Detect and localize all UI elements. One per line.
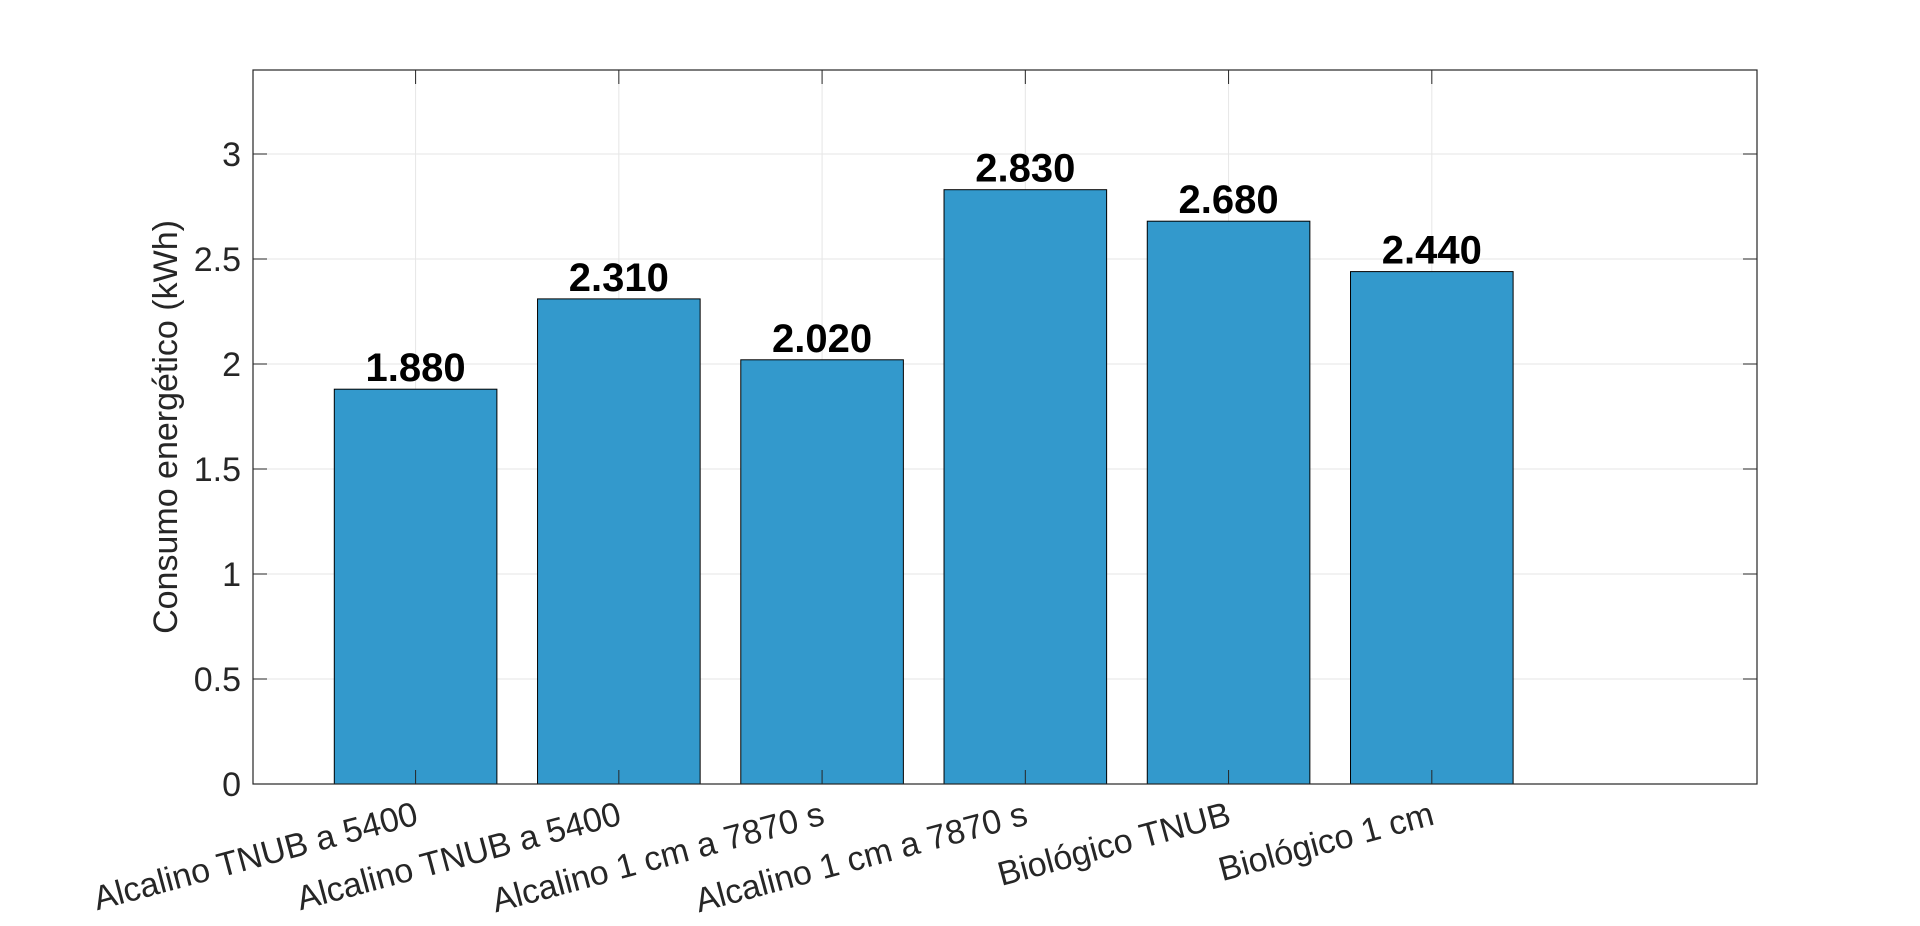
x-tick-label: Biológico TNUB (994, 795, 1235, 894)
y-tick-label: 1.5 (194, 451, 241, 489)
bar (1350, 271, 1514, 785)
y-tick-label: 2.5 (194, 241, 241, 279)
y-axis-label: Consumo energético (kWh) (147, 220, 185, 634)
bar (333, 388, 498, 785)
x-tick-label: Alcalino TNUB a 5400 (89, 795, 421, 918)
data-label: 2.310 (569, 256, 669, 300)
data-label: 1.880 (366, 346, 466, 390)
y-tick-label: 3 (222, 136, 241, 174)
y-tick-label: 0 (222, 766, 241, 804)
x-tick-label: Alcalino 1 cm a 7870 s (488, 795, 828, 920)
bar (1146, 220, 1311, 785)
axes (252, 69, 1758, 785)
data-label: 2.680 (1179, 178, 1279, 222)
data-label: 2.830 (975, 147, 1075, 191)
y-tick-label: 2 (222, 346, 241, 384)
y-tick-label: 0.5 (194, 661, 241, 699)
bar (740, 359, 904, 785)
data-label: 2.440 (1382, 229, 1482, 273)
plot-frame (252, 69, 1758, 785)
bars (333, 189, 1514, 785)
bar (537, 298, 701, 785)
bar (943, 189, 1108, 785)
x-tick-label: Biológico 1 cm (1214, 795, 1437, 889)
y-tick-label: 1 (222, 556, 241, 594)
data-label: 2.020 (772, 317, 872, 361)
x-tick-label: Alcalino 1 cm a 7870 s (691, 795, 1031, 920)
